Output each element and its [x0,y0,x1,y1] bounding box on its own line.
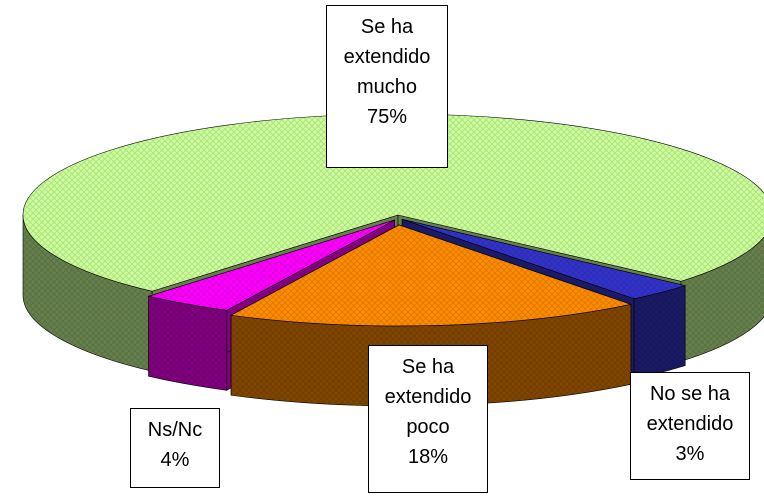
slice-wall-texture [148,296,227,391]
data-label: No se ha extendido 3% [630,372,750,480]
slice-texture [22,114,764,292]
label-category: Ns/Nc [147,419,203,441]
label-category: No se ha extendido [646,383,734,435]
label-category: Se ha extendido poco [384,356,472,438]
slice-wall-texture [23,215,152,372]
label-value: 75% [366,106,408,128]
data-label: Se ha extendido mucho 75% [326,5,448,168]
slice-texture [402,219,686,299]
slice-wall-texture [681,236,764,362]
label-value: 3% [675,443,705,465]
data-label: Ns/Nc 4% [130,408,220,488]
label-value: 18% [407,446,449,468]
slice-wall-texture [634,285,686,379]
label-value: 4% [160,449,190,471]
slice-texture [231,224,631,326]
label-category: Se ha extendido mucho [343,16,431,98]
slice-texture [148,219,395,311]
data-label: Se ha extendido poco 18% [368,345,488,493]
